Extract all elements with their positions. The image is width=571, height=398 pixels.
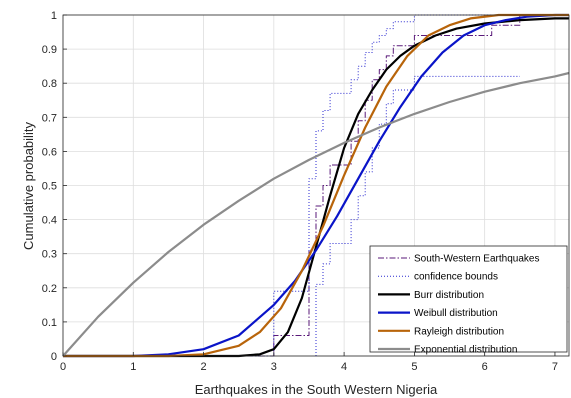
- y-tick-label: 0.6: [42, 146, 57, 158]
- series-line: [63, 13, 569, 358]
- series-line: [63, 13, 569, 358]
- series-2: [63, 17, 569, 358]
- x-tick-label: 4: [341, 361, 347, 373]
- legend-label: confidence bounds: [414, 272, 498, 283]
- series-1: [63, 14, 520, 357]
- x-tick-label: 6: [482, 361, 488, 373]
- legend-items: South-Western Earthquakes confidence boun…: [378, 254, 539, 356]
- series-line: [63, 17, 569, 358]
- series-3: [63, 13, 569, 358]
- y-tick-label: 1: [51, 10, 57, 22]
- series-4: [63, 13, 569, 358]
- x-tick-label: 7: [552, 361, 558, 373]
- legend-label: Exponential distribution: [414, 345, 517, 356]
- confidence-bound-line-0: [63, 14, 492, 357]
- x-tick-label: 3: [271, 361, 277, 373]
- x-tick-label: 1: [130, 361, 136, 373]
- y-tick-label: 0.2: [42, 283, 57, 295]
- y-tick-label: 0.3: [42, 249, 57, 261]
- legend: South-Western Earthquakes confidence boun…: [369, 245, 568, 356]
- legend-label: Rayleigh distribution: [414, 326, 504, 337]
- y-tick-label: 0.7: [42, 112, 57, 124]
- legend-label: Burr distribution: [414, 290, 484, 301]
- y-tick-label: 0.5: [42, 181, 57, 193]
- y-tick-label: 0.9: [42, 44, 57, 56]
- legend-label: South-Western Earthquakes: [414, 254, 539, 265]
- series-layer: [62, 13, 570, 358]
- y-tick-label: 0.8: [42, 78, 57, 90]
- ticks: 0 1 2 3 4 5 6 7 0 0.1 0.2 0.3 0.4 0.5 0.6 0.7 0.8 0.9 1: [42, 10, 558, 373]
- y-tick-label: 0.1: [42, 317, 57, 329]
- y-tick-label: 0.4: [42, 215, 57, 227]
- x-axis-label: Earthquakes in the South Western Nigeria: [195, 382, 438, 397]
- series-5: [62, 71, 570, 357]
- x-tick-label: 5: [411, 361, 417, 373]
- x-tick-label: 0: [60, 361, 66, 373]
- series-line: [62, 71, 570, 357]
- legend-label: Weibull distribution: [414, 308, 498, 319]
- y-axis-label: Cumulative probability: [21, 122, 36, 250]
- x-tick-label: 2: [200, 361, 206, 373]
- y-tick-label: 0: [51, 351, 57, 363]
- legend-box: [369, 245, 568, 353]
